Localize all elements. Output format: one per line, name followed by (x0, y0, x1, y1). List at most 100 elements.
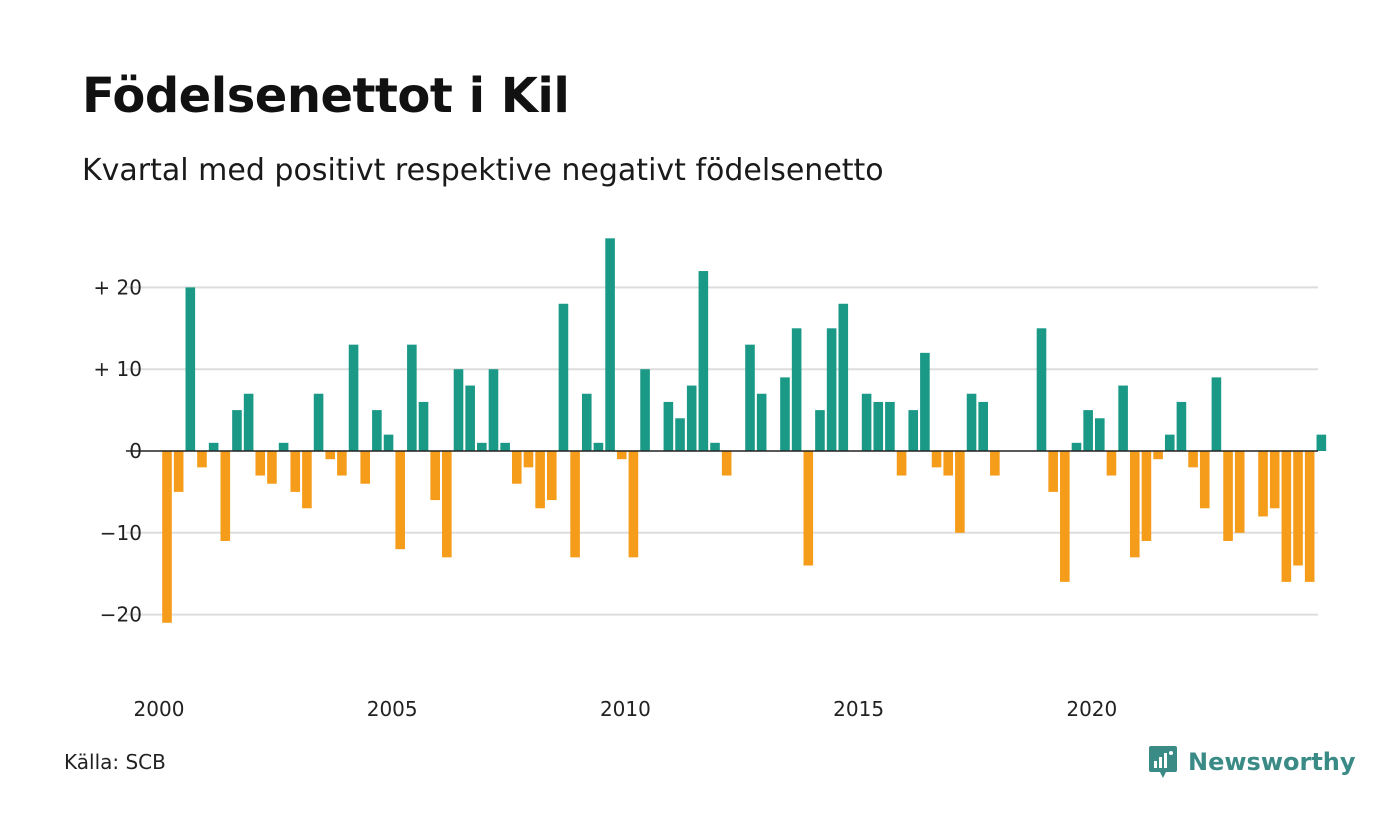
bar-negative (1188, 451, 1198, 468)
bar-positive (232, 410, 242, 451)
x-tick-label: 2015 (833, 697, 884, 721)
bar-negative (616, 451, 627, 460)
chart-title: Födelsenettot i Kil (82, 68, 570, 124)
bar-positive (861, 393, 872, 451)
bar-negative (628, 451, 639, 558)
y-tick-labels: + 20 + 10 0 −10 −20 (93, 275, 142, 626)
bar-positive (908, 410, 919, 451)
bar-positive (243, 393, 254, 451)
brand-name: Newsworthy (1188, 748, 1356, 776)
bar-positive (1211, 377, 1222, 451)
bar-positive (1036, 328, 1047, 451)
y-tick-label: −10 (100, 521, 142, 545)
brand-logo: Newsworthy (1148, 744, 1356, 780)
x-tick-label: 2000 (134, 697, 185, 721)
x-tick-label: 2010 (600, 697, 651, 721)
bar-negative (267, 451, 277, 484)
bar-positive (640, 369, 650, 451)
bar-positive (407, 344, 417, 451)
bar-negative (395, 451, 405, 550)
x-tick-label: 2005 (367, 697, 418, 721)
bar-negative (990, 451, 1000, 476)
bar-positive (558, 303, 569, 451)
bar-negative (1048, 451, 1058, 492)
bar-negative (1129, 451, 1140, 558)
bar-negative (1234, 451, 1245, 533)
bar-positive (313, 393, 324, 451)
bar-positive (745, 344, 755, 451)
bar-positive (488, 369, 499, 451)
x-tick-labels: 2000 2005 2010 2015 2020 (134, 697, 1118, 721)
bar-negative (931, 451, 942, 468)
bar-positive (1118, 385, 1128, 451)
bar-positive (978, 401, 988, 451)
bar-positive (465, 385, 475, 451)
chart-subtitle: Kvartal med positivt respektive negativt… (82, 153, 884, 188)
bar-negative (197, 451, 207, 468)
bar-positive (663, 401, 674, 451)
bar-positive (278, 442, 289, 451)
bar-negative (1281, 451, 1292, 582)
bar-negative (255, 451, 266, 476)
bar-positive (686, 385, 697, 451)
y-tick-label: + 20 (93, 275, 142, 299)
grid-lines (126, 286, 1318, 616)
bar-positive (383, 434, 394, 451)
bar-positive (815, 410, 825, 451)
bar-positive (348, 344, 359, 451)
bar-positive (966, 393, 977, 451)
bar-positive (1095, 418, 1105, 451)
bar-positive (838, 303, 849, 451)
bar-positive (593, 442, 604, 451)
bar-negative (1141, 451, 1152, 541)
bar-negative (1223, 451, 1233, 541)
bar-negative (1293, 451, 1303, 566)
bars (162, 238, 1327, 623)
bar-positive (477, 442, 487, 451)
source-note: Källa: SCB (64, 750, 166, 774)
bar-negative (173, 451, 184, 492)
bar-negative (570, 451, 580, 558)
bar-negative (290, 451, 301, 492)
bar-negative (955, 451, 965, 533)
bar-negative (442, 451, 452, 558)
bar-positive (791, 328, 802, 451)
bar-positive (1316, 434, 1327, 451)
bar-negative (162, 451, 172, 623)
bar-negative (546, 451, 557, 501)
bar-positive (826, 328, 837, 451)
bar-positive (581, 393, 592, 451)
bar-positive (208, 442, 219, 451)
y-tick-label: −20 (100, 603, 142, 627)
bar-positive (453, 369, 464, 451)
bar-negative (896, 451, 907, 476)
bar-negative (1060, 451, 1070, 582)
newsworthy-logo-icon (1149, 746, 1177, 778)
bar-positive (185, 287, 196, 451)
bar-negative (220, 451, 231, 541)
bar-positive (698, 271, 709, 451)
bar-negative (803, 451, 814, 566)
bar-negative (1269, 451, 1280, 509)
bar-negative (1106, 451, 1117, 476)
bar-negative (1153, 451, 1163, 460)
bar-positive (1176, 401, 1187, 451)
bar-positive (418, 401, 429, 451)
bar-negative (1199, 451, 1210, 509)
bar-positive (885, 401, 895, 451)
bar-negative (523, 451, 534, 468)
y-tick-label: 0 (129, 439, 142, 463)
bar-negative (535, 451, 545, 509)
bar-negative (943, 451, 954, 476)
y-tick-label: + 10 (93, 357, 142, 381)
bar-negative (302, 451, 312, 509)
bar-positive (756, 393, 767, 451)
bar-positive (1071, 442, 1082, 451)
bar-negative (1304, 451, 1315, 582)
bar-negative (721, 451, 732, 476)
bar-negative (325, 451, 336, 460)
bar-positive (920, 352, 930, 451)
bar-positive (500, 442, 510, 451)
bar-negative (430, 451, 440, 501)
